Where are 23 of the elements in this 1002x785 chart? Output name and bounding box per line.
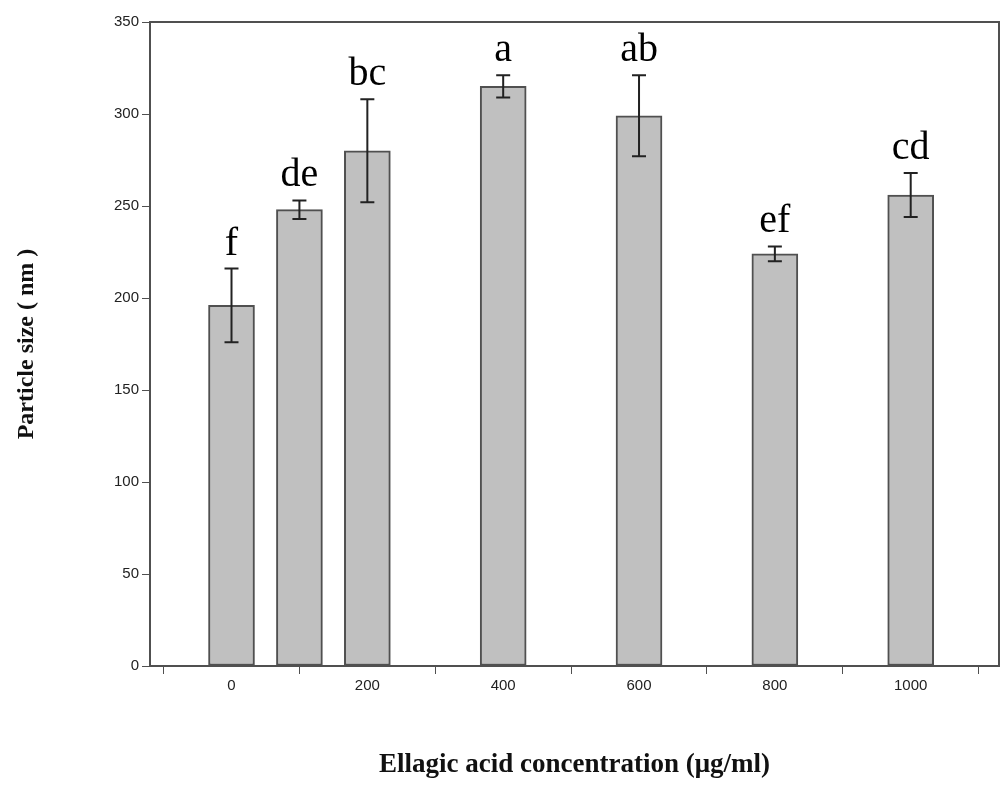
x-tick-label: 600 xyxy=(626,676,652,694)
x-axis-title: Ellagic acid concentration (μg/ml) xyxy=(379,747,770,778)
annotation: ab xyxy=(620,25,658,71)
x-tick-label: 0 xyxy=(227,676,236,694)
y-tick-label: 150 xyxy=(113,380,139,398)
y-tick-label: 350 xyxy=(113,12,139,30)
x-tick-label: 400 xyxy=(490,676,516,694)
annotation: ef xyxy=(759,196,792,242)
annotation: f xyxy=(224,218,239,264)
y-tick-label: 250 xyxy=(113,196,139,214)
x-tick-label: 1000 xyxy=(894,676,928,694)
x-tick-label: 800 xyxy=(762,676,788,694)
y-axis-title: Particle size ( nm ) xyxy=(11,248,38,440)
annotation: cd xyxy=(891,122,930,168)
y-tick-label: 0 xyxy=(130,656,139,674)
annotation: de xyxy=(280,150,319,196)
annotation: a xyxy=(494,25,513,71)
x-tick-label: 200 xyxy=(354,676,380,694)
annotation: bc xyxy=(348,49,387,95)
y-tick-label: 300 xyxy=(113,104,139,122)
y-tick-label: 100 xyxy=(113,472,139,490)
y-tick-label: 200 xyxy=(113,288,139,306)
y-tick-label: 50 xyxy=(122,564,139,582)
